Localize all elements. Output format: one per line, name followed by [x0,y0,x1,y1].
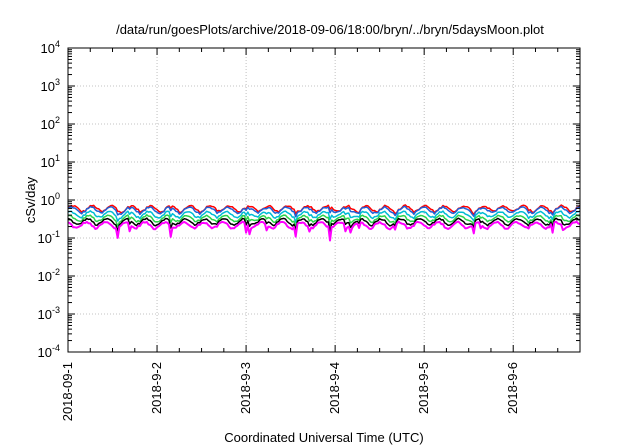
series-line [67,214,581,228]
y-tick-label: 100 [41,191,60,208]
x-tick-label: 2018-09-1 [60,362,75,421]
ticks [67,47,580,353]
series-line [67,217,581,233]
x-axis-label: Coordinated Universal Time (UTC) [224,430,423,445]
y-tick-label: 102 [41,115,60,132]
series-group [67,204,581,242]
grid [68,48,580,352]
x-tick-label: 2018-9-6 [505,362,520,414]
y-tick-label: 10-4 [38,343,60,360]
y-tick-label: 101 [41,153,60,170]
series-line [67,220,581,242]
y-axis-label: cSv/day [23,176,38,223]
chart-title: /data/run/goesPlots/archive/2018-09-06/1… [116,22,544,37]
y-tick-label: 10-2 [38,267,60,284]
series-line [67,210,581,223]
y-tick-label: 104 [41,39,60,56]
y-tick-label: 103 [41,77,60,94]
x-tick-labels: 2018-09-1 2018-9-2 2018-9-3 2018-9-4 2018-9-… [60,362,520,421]
x-tick-label: 2018-9-3 [238,362,253,414]
y-tick-labels: 10-4 10-3 10-2 10-1 100 101 102 103 104 [38,39,60,360]
y-tick-label: 10-1 [38,229,60,246]
series-line [67,205,581,218]
y-tick-label: 10-3 [38,305,60,322]
x-tick-label: 2018-9-5 [416,362,431,414]
x-tick-label: 2018-9-4 [327,362,342,414]
x-tick-label: 2018-9-2 [149,362,164,414]
